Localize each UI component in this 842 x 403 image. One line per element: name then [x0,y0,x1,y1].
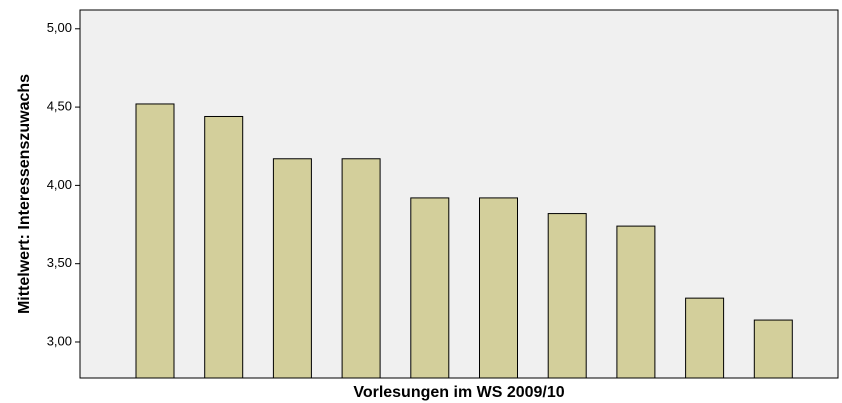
bar [753,319,793,379]
y-tick-label: 5,00 [47,20,72,35]
bar [479,197,518,379]
y-tick-label: 3,00 [47,333,72,348]
bar [410,197,450,379]
plot-area [79,9,839,379]
bar [547,213,587,379]
x-axis-title: Vorlesungen im WS 2009/10 [353,384,564,401]
y-tick-label: 4,00 [47,177,72,192]
bar [135,103,175,379]
y-axis-title: Mittelwert: Interessenszuwachs [16,74,33,314]
bar [685,297,725,379]
bar [341,158,381,379]
bar [616,225,656,379]
y-tick-label: 3,50 [47,255,72,270]
bar [272,158,312,379]
bar [204,115,244,379]
y-tick-label: 4,50 [47,99,72,114]
